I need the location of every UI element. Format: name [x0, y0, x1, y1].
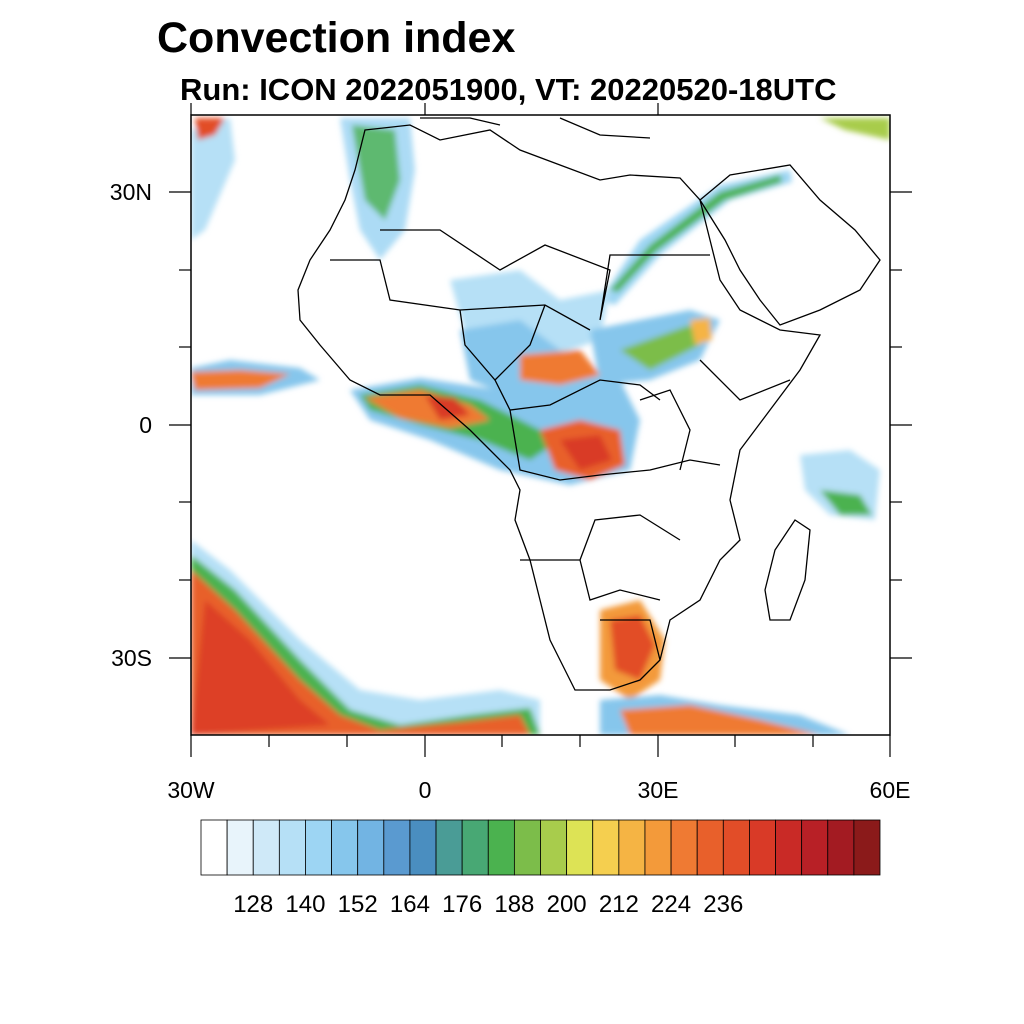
y-tick-label: 0 [139, 412, 152, 438]
colorbar-label: 152 [338, 891, 378, 918]
colorbar-box [801, 819, 829, 876]
colorbar-box [357, 819, 385, 876]
colorbar-box [749, 819, 776, 876]
x-tick-label: 30E [638, 777, 679, 803]
colorbar-box [566, 819, 594, 876]
colorbar-box [461, 819, 489, 876]
colorbar-box [383, 819, 411, 876]
colorbar-box [226, 819, 254, 876]
convection-field [191, 118, 890, 735]
colorbar-label: 164 [390, 891, 430, 918]
colorbar-label: 224 [651, 891, 691, 918]
colorbar-label: 212 [599, 891, 639, 918]
colorbar-box [278, 819, 306, 876]
plot-subtitle: Run: ICON 2022051900, VT: 20220520-18UTC [180, 72, 837, 107]
x-tick-label: 0 [419, 777, 432, 803]
colorbar-box [331, 819, 359, 876]
colorbar-box [540, 819, 568, 876]
colorbar-box [722, 819, 750, 876]
colorbar-label: 200 [547, 891, 587, 918]
colorbar-label: 128 [233, 891, 273, 918]
colorbar-box [618, 819, 646, 876]
colorbar-box [305, 819, 332, 876]
colorbar-box [409, 819, 437, 876]
colorbar-box [644, 819, 672, 876]
axis-ticks [169, 103, 912, 757]
colorbar-box [513, 819, 541, 876]
colorbar-label: 176 [442, 891, 482, 918]
colorbar-box [200, 819, 228, 876]
colorbar-box [252, 819, 280, 876]
colorbar-box [435, 819, 463, 876]
coastline-borders [297, 117, 881, 691]
colorbar-box [487, 819, 515, 876]
colorbar-labels: 128 140 152 164 176 188 200 212 224 236 [233, 891, 743, 918]
colorbar-label: 236 [703, 891, 743, 918]
plot-title: Convection index [157, 14, 516, 62]
y-tick-label: 30S [111, 645, 152, 671]
colorbar-box [670, 819, 698, 876]
colorbar-box [853, 819, 881, 876]
colorbar-box [827, 819, 855, 876]
x-tick-label: 30W [167, 777, 215, 803]
colorbar [200, 819, 881, 876]
colorbar-box [592, 819, 620, 876]
colorbar-label: 140 [285, 891, 325, 918]
colorbar-box [696, 819, 724, 876]
colorbar-box [775, 819, 803, 876]
y-tick-label: 30N [110, 179, 152, 205]
colorbar-label: 188 [494, 891, 534, 918]
x-tick-label: 60E [870, 777, 911, 803]
